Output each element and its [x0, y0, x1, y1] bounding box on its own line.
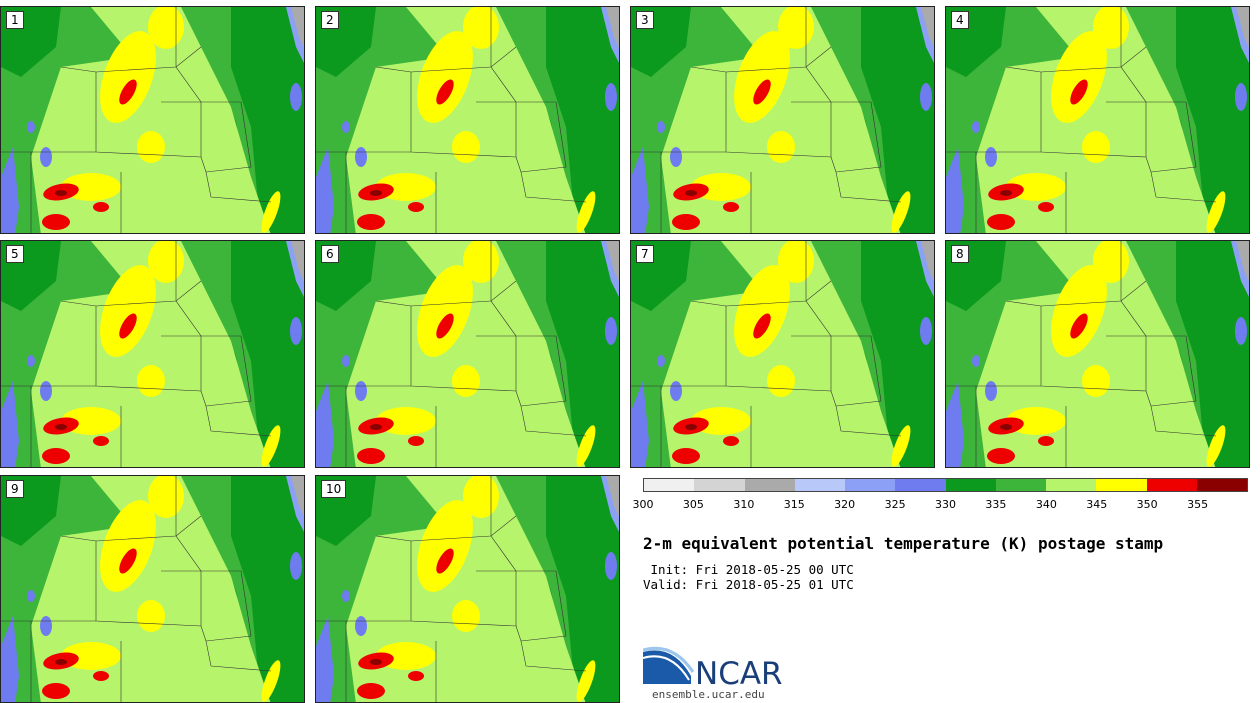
colorbar-segment	[1146, 479, 1197, 491]
colorbar-ticks: 300 305 310 315 320 325 330 335 340 345 350 355	[633, 498, 1248, 512]
ensemble-member-panel: 10	[315, 475, 620, 703]
member-number-label: 1	[6, 11, 24, 29]
colorbar-tick-label: 305	[682, 498, 704, 511]
colorbar-segment	[995, 479, 1046, 491]
ensemble-member-panel: 9	[0, 475, 305, 703]
colorbar-tick-label: 350	[1136, 498, 1158, 511]
equivalent-potential-temperature-map	[316, 7, 619, 233]
ensemble-member-panel: 5	[0, 240, 305, 468]
member-number-label: 6	[321, 245, 339, 263]
colorbar-tick-label: 325	[884, 498, 906, 511]
equivalent-potential-temperature-map	[316, 476, 619, 702]
equivalent-potential-temperature-map	[1, 476, 304, 702]
figure-title: 2-m equivalent potential temperature (K)…	[643, 534, 1164, 553]
colorbar-tick-label: 320	[834, 498, 856, 511]
colorbar-tick-label: 335	[985, 498, 1007, 511]
colorbar-segment	[744, 479, 795, 491]
colorbar-tick-label: 340	[1035, 498, 1057, 511]
member-number-label: 10	[321, 480, 347, 498]
valid-time: Valid: Fri 2018-05-25 01 UTC	[643, 577, 854, 592]
colorbar-tick-label: 300	[632, 498, 654, 511]
ncar-logo: NCAR	[643, 646, 783, 692]
equivalent-potential-temperature-map	[1, 241, 304, 467]
member-number-label: 8	[951, 245, 969, 263]
equivalent-potential-temperature-map	[946, 241, 1249, 467]
init-time: Init: Fri 2018-05-25 00 UTC	[643, 562, 854, 577]
equivalent-potential-temperature-map	[631, 241, 934, 467]
colorbar-segment	[1196, 479, 1247, 491]
member-number-label: 7	[636, 245, 654, 263]
member-number-label: 3	[636, 11, 654, 29]
colorbar-tick-label: 355	[1187, 498, 1209, 511]
colorbar-tick-label: 345	[1086, 498, 1108, 511]
equivalent-potential-temperature-map	[1, 7, 304, 233]
ensemble-member-panel: 3	[630, 6, 935, 234]
colorbar-segment	[945, 479, 996, 491]
equivalent-potential-temperature-map	[316, 241, 619, 467]
equivalent-potential-temperature-map	[631, 7, 934, 233]
colorbar-segment	[845, 479, 896, 491]
colorbar-tick-label: 315	[783, 498, 805, 511]
ensemble-member-panel: 1	[0, 6, 305, 234]
colorbar-tick-label: 330	[935, 498, 956, 511]
colorbar	[643, 478, 1248, 492]
ensemble-member-panel: 2	[315, 6, 620, 234]
colorbar-segment	[644, 479, 695, 491]
ensemble-member-panel: 7	[630, 240, 935, 468]
member-number-label: 4	[951, 11, 969, 29]
ensemble-member-panel: 4	[945, 6, 1250, 234]
colorbar-segment	[694, 479, 745, 491]
ensemble-member-panel: 8	[945, 240, 1250, 468]
member-number-label: 2	[321, 11, 339, 29]
logo-url: ensemble.ucar.edu	[652, 688, 765, 701]
colorbar-segment	[794, 479, 845, 491]
ncar-logo-text: NCAR	[695, 656, 783, 692]
member-number-label: 9	[6, 480, 24, 498]
member-number-label: 5	[6, 245, 24, 263]
ensemble-member-panel: 6	[315, 240, 620, 468]
colorbar-segment	[895, 479, 946, 491]
colorbar-segment	[1096, 479, 1147, 491]
colorbar-segment	[1046, 479, 1097, 491]
equivalent-potential-temperature-map	[946, 7, 1249, 233]
colorbar-tick-label: 310	[733, 498, 755, 511]
